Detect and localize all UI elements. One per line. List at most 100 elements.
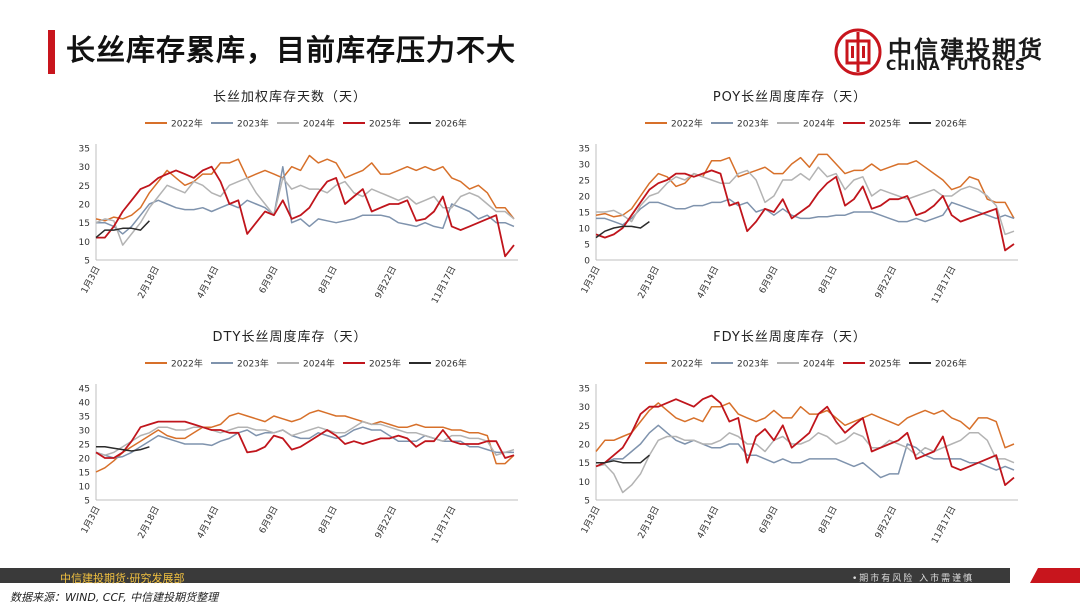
x-tick-label: 2月18日 <box>636 504 662 540</box>
legend-label: 2026年 <box>935 358 967 370</box>
legend-label: 2022年 <box>171 358 203 370</box>
y-tick-label: 45 <box>79 385 90 395</box>
chart-dty-weekly-inventory: DTY长丝周度库存（天） 2022年 2023年 2024年 2025年 2026年 5 1… <box>40 330 540 551</box>
y-tick-label: 25 <box>579 177 590 187</box>
x-tick-label: 6月9日 <box>757 504 781 535</box>
title-accent-bar <box>48 30 55 74</box>
legend-label: 2022年 <box>171 118 203 130</box>
chart-fdy-weekly-inventory: FDY长丝周度库存（天） 2022年 2023年 2024年 2025年 2026年 5 1… <box>540 330 1040 551</box>
y-tick-label: 10 <box>79 483 91 493</box>
series-line-2023年 <box>596 424 1015 479</box>
y-tick-label: 20 <box>579 441 591 451</box>
legend-label: 2024年 <box>803 358 835 370</box>
y-tick-label: 5 <box>584 241 590 251</box>
legend-label: 2025年 <box>369 358 401 370</box>
x-tick-label: 9月22日 <box>873 504 899 540</box>
chart-svg: 2022年 2023年 2024年 2025年 2026年 5 10 15 20 25 30 35 1月… <box>79 118 518 306</box>
legend-label: 2026年 <box>935 118 967 130</box>
logo-chinese-name: 中信建投期货 <box>888 36 1044 64</box>
footer-bar <box>0 568 1010 583</box>
y-tick-label: 10 <box>579 225 591 235</box>
x-tick-label: 1月3日 <box>79 504 103 535</box>
logo-english-name: CHINA FUTURES <box>886 58 1026 74</box>
series-line-2026年 <box>96 446 150 452</box>
x-tick-label: 11月17日 <box>429 264 458 305</box>
page-title: 长丝库存累库，目前库存压力不大 <box>66 33 517 67</box>
data-source: 数据来源：WIND, CCF, 中信建投期货整理 <box>10 591 219 604</box>
x-tick-label: 2月18日 <box>636 264 662 300</box>
chart-weighted-inventory-days: 长丝加权库存天数（天） 2022年 2023年 2024年 2025年 2026年 5 10… <box>40 90 540 311</box>
y-tick-label: 35 <box>579 385 590 395</box>
series-line-2023年 <box>596 198 1015 226</box>
series-line-2026年 <box>596 454 650 464</box>
legend-label: 2022年 <box>671 118 703 130</box>
legend-label: 2025年 <box>869 118 901 130</box>
y-tick-label: 10 <box>579 478 591 488</box>
y-tick-label: 40 <box>79 399 91 409</box>
x-tick-label: 4月14日 <box>695 504 721 540</box>
series-line-2025年 <box>595 394 1015 487</box>
series-line-2022年 <box>95 154 515 222</box>
y-tick-label: 20 <box>79 455 91 465</box>
legend-label: 2023年 <box>237 358 269 370</box>
series-line-2025年 <box>96 165 515 258</box>
chart-title: POY长丝周度库存（天） <box>712 90 868 105</box>
x-tick-label: 2月18日 <box>136 504 162 540</box>
series-line-2026年 <box>595 220 650 239</box>
x-tick-label: 4月14日 <box>695 264 721 300</box>
series-line-2025年 <box>95 420 515 459</box>
series-line-2025年 <box>595 169 1015 252</box>
x-tick-label: 11月17日 <box>929 504 958 545</box>
y-tick-label: 5 <box>584 497 590 507</box>
x-tick-label: 4月14日 <box>195 504 221 540</box>
legend-label: 2025年 <box>869 358 901 370</box>
citic-emblem-icon <box>834 28 882 76</box>
y-tick-label: 20 <box>579 193 591 203</box>
legend-label: 2022年 <box>671 358 703 370</box>
footer-risk-warning: •期市有风险 入市需谨慎 <box>852 574 975 584</box>
chart-title: DTY长丝周度库存（天） <box>212 330 368 345</box>
x-tick-label: 8月1日 <box>316 264 340 295</box>
x-tick-label: 2月18日 <box>136 264 162 300</box>
footer-red-tab <box>1030 568 1080 583</box>
y-tick-label: 30 <box>79 163 91 173</box>
y-tick-label: 25 <box>79 182 90 192</box>
legend-label: 2024年 <box>303 118 335 130</box>
x-tick-label: 1月3日 <box>579 264 603 295</box>
x-tick-label: 1月3日 <box>79 264 103 295</box>
chart-svg: 2022年 2023年 2024年 2025年 2026年 5 10 15 20 25 30 35 1月… <box>579 358 1018 546</box>
series-line-2023年 <box>95 426 514 459</box>
y-tick-label: 0 <box>584 257 590 267</box>
x-tick-label: 9月22日 <box>373 264 399 300</box>
series-line-2023年 <box>96 165 515 235</box>
x-tick-label: 11月17日 <box>929 264 958 305</box>
x-tick-label: 11月17日 <box>429 504 458 545</box>
y-tick-label: 35 <box>79 145 90 155</box>
x-tick-label: 9月22日 <box>873 264 899 300</box>
y-tick-label: 35 <box>79 413 90 423</box>
y-tick-label: 10 <box>79 238 91 248</box>
y-tick-label: 5 <box>84 257 90 267</box>
y-tick-label: 15 <box>579 459 590 469</box>
legend-label: 2024年 <box>303 358 335 370</box>
series-line-2024年 <box>596 166 1015 236</box>
legend-label: 2023年 <box>737 118 769 130</box>
x-tick-label: 8月1日 <box>316 504 340 535</box>
series-line-2024年 <box>95 420 515 456</box>
series-line-2026年 <box>95 220 150 239</box>
x-tick-label: 4月14日 <box>195 264 221 300</box>
series-line-2022年 <box>595 402 1015 452</box>
company-logo: 中信建投期货 CHINA FUTURES <box>834 28 1064 78</box>
chart-svg: 2022年 2023年 2024年 2025年 2026年 0 5 10 15 20 25 30 35 1… <box>579 118 1018 306</box>
legend-label: 2023年 <box>737 358 769 370</box>
y-tick-label: 15 <box>79 469 90 479</box>
y-tick-label: 15 <box>79 219 90 229</box>
y-tick-label: 30 <box>579 403 591 413</box>
chart-svg: 2022年 2023年 2024年 2025年 2026年 5 10 15 20 25 30 35 40… <box>79 358 518 546</box>
series-line-2024年 <box>595 432 1015 494</box>
y-tick-label: 15 <box>579 209 590 219</box>
y-tick-label: 30 <box>79 427 91 437</box>
legend-label: 2026年 <box>435 358 467 370</box>
series-line-2022年 <box>95 409 515 473</box>
legend-label: 2023年 <box>237 118 269 130</box>
